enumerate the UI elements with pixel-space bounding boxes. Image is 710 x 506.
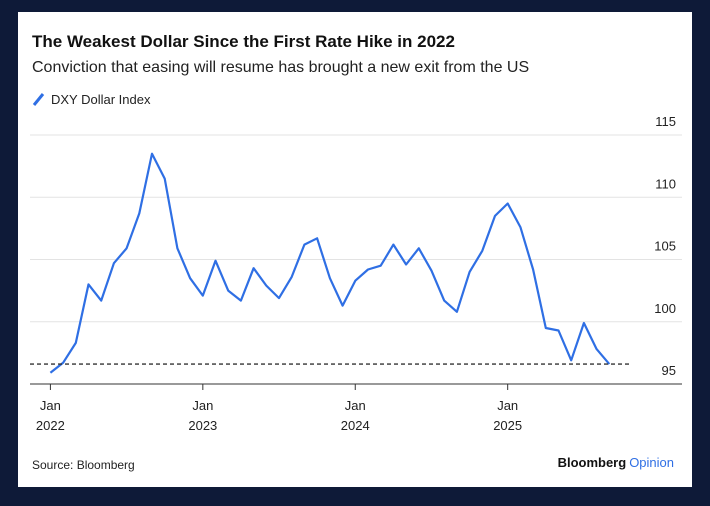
y-tick-label: 95 <box>662 363 676 378</box>
brand-name: Bloomberg <box>558 455 627 470</box>
x-tick-label: Jan 2024 <box>340 398 370 433</box>
x-tick-label: Jan 2022 <box>35 398 65 433</box>
x-tick-label: Jan 2025 <box>493 398 523 433</box>
brand: Bloomberg Opinion <box>558 455 674 470</box>
y-tick-label: 110 <box>655 176 676 191</box>
y-tick-label: 100 <box>654 301 676 316</box>
chart-title: The Weakest Dollar Since the First Rate … <box>32 32 455 51</box>
chart-panel: The Weakest Dollar Since the First Rate … <box>18 12 692 487</box>
chart-subtitle: Conviction that easing will resume has b… <box>32 59 529 76</box>
source: Source: Bloomberg <box>32 458 135 472</box>
brand-tag: Opinion <box>629 455 674 470</box>
y-tick-label: 105 <box>654 239 676 254</box>
x-tick-label: Jan 2023 <box>188 398 218 433</box>
chart: The Weakest Dollar Since the First Rate … <box>30 32 682 472</box>
y-tick-label: 115 <box>655 114 676 129</box>
data-line <box>49 152 611 374</box>
legend-label: DXY Dollar Index <box>51 92 151 107</box>
legend-swatch <box>32 93 45 106</box>
